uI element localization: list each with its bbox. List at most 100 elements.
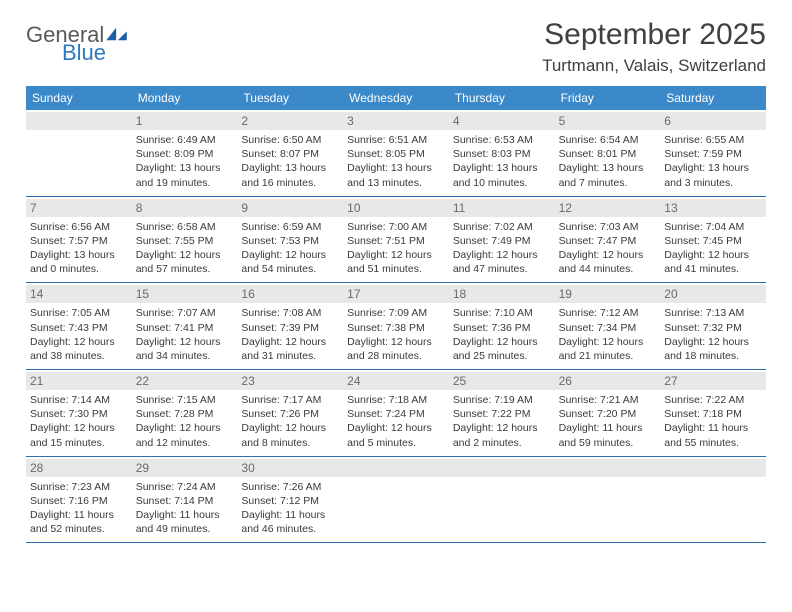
sunset-text: Sunset: 7:24 PM: [347, 407, 445, 421]
daylight1-text: Daylight: 12 hours: [30, 335, 128, 349]
sunset-text: Sunset: 7:12 PM: [241, 494, 339, 508]
daylight1-text: Daylight: 11 hours: [30, 508, 128, 522]
sunrise-text: Sunrise: 6:56 AM: [30, 220, 128, 234]
day-number: 14: [26, 285, 132, 303]
daylight2-text: and 0 minutes.: [30, 262, 128, 276]
sunset-text: Sunset: 8:03 PM: [453, 147, 551, 161]
day-number: 5: [555, 112, 661, 130]
day-cell: [26, 110, 132, 196]
day-number: 26: [555, 372, 661, 390]
day-cell: [449, 457, 555, 543]
day-number: 21: [26, 372, 132, 390]
week-row: 7Sunrise: 6:56 AMSunset: 7:57 PMDaylight…: [26, 197, 766, 284]
daylight1-text: Daylight: 12 hours: [136, 248, 234, 262]
daylight1-text: Daylight: 12 hours: [559, 335, 657, 349]
day-cell: 29Sunrise: 7:24 AMSunset: 7:14 PMDayligh…: [132, 457, 238, 543]
sunrise-text: Sunrise: 6:53 AM: [453, 133, 551, 147]
daylight2-text: and 21 minutes.: [559, 349, 657, 363]
weekday-sunday: Sunday: [26, 86, 132, 110]
daylight1-text: Daylight: 12 hours: [136, 335, 234, 349]
weekday-saturday: Saturday: [660, 86, 766, 110]
daylight2-text: and 25 minutes.: [453, 349, 551, 363]
day-number: 4: [449, 112, 555, 130]
day-number: 28: [26, 459, 132, 477]
day-number: 11: [449, 199, 555, 217]
sunset-text: Sunset: 7:20 PM: [559, 407, 657, 421]
day-number: 18: [449, 285, 555, 303]
sunrise-text: Sunrise: 7:26 AM: [241, 480, 339, 494]
day-number: [555, 459, 661, 477]
day-cell: 6Sunrise: 6:55 AMSunset: 7:59 PMDaylight…: [660, 110, 766, 196]
daylight2-text: and 13 minutes.: [347, 176, 445, 190]
sunset-text: Sunset: 8:09 PM: [136, 147, 234, 161]
sunrise-text: Sunrise: 7:14 AM: [30, 393, 128, 407]
sunset-text: Sunset: 7:36 PM: [453, 321, 551, 335]
sunrise-text: Sunrise: 7:15 AM: [136, 393, 234, 407]
sunrise-text: Sunrise: 7:21 AM: [559, 393, 657, 407]
sunrise-text: Sunrise: 6:49 AM: [136, 133, 234, 147]
daylight2-text: and 15 minutes.: [30, 436, 128, 450]
sunrise-text: Sunrise: 7:13 AM: [664, 306, 762, 320]
sunrise-text: Sunrise: 7:07 AM: [136, 306, 234, 320]
weekday-thursday: Thursday: [449, 86, 555, 110]
day-cell: 17Sunrise: 7:09 AMSunset: 7:38 PMDayligh…: [343, 283, 449, 369]
sunset-text: Sunset: 7:30 PM: [30, 407, 128, 421]
sunset-text: Sunset: 8:05 PM: [347, 147, 445, 161]
day-cell: 15Sunrise: 7:07 AMSunset: 7:41 PMDayligh…: [132, 283, 238, 369]
daylight1-text: Daylight: 13 hours: [559, 161, 657, 175]
sunset-text: Sunset: 7:14 PM: [136, 494, 234, 508]
day-cell: 20Sunrise: 7:13 AMSunset: 7:32 PMDayligh…: [660, 283, 766, 369]
sunrise-text: Sunrise: 7:12 AM: [559, 306, 657, 320]
day-number: 20: [660, 285, 766, 303]
sunset-text: Sunset: 7:32 PM: [664, 321, 762, 335]
sunrise-text: Sunrise: 7:03 AM: [559, 220, 657, 234]
day-cell: 25Sunrise: 7:19 AMSunset: 7:22 PMDayligh…: [449, 370, 555, 456]
daylight2-text: and 57 minutes.: [136, 262, 234, 276]
day-number: 2: [237, 112, 343, 130]
daylight1-text: Daylight: 12 hours: [136, 421, 234, 435]
day-number: 22: [132, 372, 238, 390]
day-cell: 8Sunrise: 6:58 AMSunset: 7:55 PMDaylight…: [132, 197, 238, 283]
sunset-text: Sunset: 7:57 PM: [30, 234, 128, 248]
weeks-container: 1Sunrise: 6:49 AMSunset: 8:09 PMDaylight…: [26, 110, 766, 543]
title-block: September 2025 Turtmann, Valais, Switzer…: [542, 18, 766, 76]
sunset-text: Sunset: 7:47 PM: [559, 234, 657, 248]
day-cell: 21Sunrise: 7:14 AMSunset: 7:30 PMDayligh…: [26, 370, 132, 456]
weekday-monday: Monday: [132, 86, 238, 110]
daylight2-text: and 31 minutes.: [241, 349, 339, 363]
daylight1-text: Daylight: 12 hours: [347, 421, 445, 435]
sunset-text: Sunset: 7:26 PM: [241, 407, 339, 421]
week-row: 28Sunrise: 7:23 AMSunset: 7:16 PMDayligh…: [26, 457, 766, 544]
month-title: September 2025: [542, 18, 766, 52]
day-cell: 28Sunrise: 7:23 AMSunset: 7:16 PMDayligh…: [26, 457, 132, 543]
daylight2-text: and 41 minutes.: [664, 262, 762, 276]
day-cell: 24Sunrise: 7:18 AMSunset: 7:24 PMDayligh…: [343, 370, 449, 456]
sunrise-text: Sunrise: 6:51 AM: [347, 133, 445, 147]
sunrise-text: Sunrise: 7:00 AM: [347, 220, 445, 234]
day-number: 29: [132, 459, 238, 477]
sunrise-text: Sunrise: 7:24 AM: [136, 480, 234, 494]
location: Turtmann, Valais, Switzerland: [542, 56, 766, 76]
weekday-wednesday: Wednesday: [343, 86, 449, 110]
daylight2-text: and 16 minutes.: [241, 176, 339, 190]
sunset-text: Sunset: 7:53 PM: [241, 234, 339, 248]
day-number: [660, 459, 766, 477]
day-number: 17: [343, 285, 449, 303]
sunset-text: Sunset: 7:38 PM: [347, 321, 445, 335]
daylight1-text: Daylight: 13 hours: [30, 248, 128, 262]
daylight2-text: and 54 minutes.: [241, 262, 339, 276]
day-number: 23: [237, 372, 343, 390]
day-cell: 19Sunrise: 7:12 AMSunset: 7:34 PMDayligh…: [555, 283, 661, 369]
sunrise-text: Sunrise: 6:59 AM: [241, 220, 339, 234]
day-cell: 14Sunrise: 7:05 AMSunset: 7:43 PMDayligh…: [26, 283, 132, 369]
sunset-text: Sunset: 7:41 PM: [136, 321, 234, 335]
day-cell: 2Sunrise: 6:50 AMSunset: 8:07 PMDaylight…: [237, 110, 343, 196]
daylight2-text: and 47 minutes.: [453, 262, 551, 276]
sunset-text: Sunset: 7:28 PM: [136, 407, 234, 421]
day-number: [26, 112, 132, 130]
daylight1-text: Daylight: 12 hours: [453, 248, 551, 262]
daylight2-text: and 46 minutes.: [241, 522, 339, 536]
daylight2-text: and 51 minutes.: [347, 262, 445, 276]
sunrise-text: Sunrise: 7:10 AM: [453, 306, 551, 320]
weekday-friday: Friday: [555, 86, 661, 110]
